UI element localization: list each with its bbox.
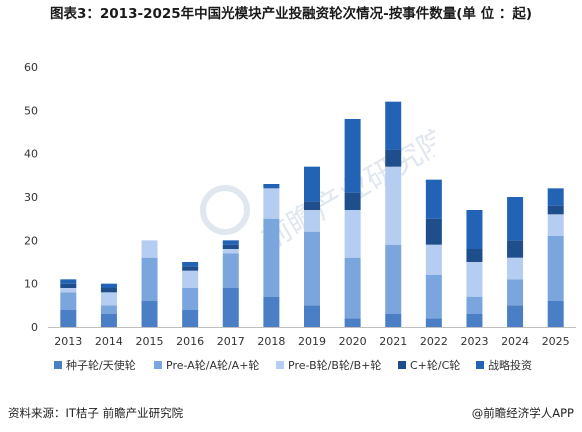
bar-segment-2021-s2 bbox=[385, 166, 402, 245]
bar-segment-2017-s3 bbox=[222, 244, 239, 249]
bar-segment-2021-s3 bbox=[385, 149, 402, 167]
bar-segment-2020-s0 bbox=[344, 318, 361, 327]
bar-segment-2013-s4 bbox=[60, 279, 77, 284]
brand-note: @前瞻经济学人APP bbox=[471, 406, 574, 420]
bar-segment-2014-s3 bbox=[100, 288, 117, 293]
bar-segment-2024-s2 bbox=[507, 257, 524, 280]
legend-label: Pre-B轮/B轮/B+轮 bbox=[288, 358, 381, 372]
bar-segment-2017-s1 bbox=[222, 253, 239, 288]
bar-segment-2021-s0 bbox=[385, 314, 402, 327]
y-tick-label: 40 bbox=[24, 148, 38, 161]
x-tick-label: 2013 bbox=[54, 335, 82, 348]
bar-segment-2021-s1 bbox=[385, 244, 402, 314]
legend-swatch bbox=[154, 361, 162, 369]
bar-segment-2017-s2 bbox=[222, 249, 239, 254]
bar-segment-2025-s4 bbox=[547, 188, 564, 206]
bar-segment-2022-s2 bbox=[425, 244, 442, 275]
legend-swatch bbox=[54, 361, 62, 369]
y-tick-label: 30 bbox=[24, 191, 38, 204]
bar-segment-2018-s1 bbox=[263, 218, 280, 297]
y-tick-label: 0 bbox=[31, 321, 38, 334]
bar-segment-2024-s3 bbox=[507, 240, 524, 258]
bar-segment-2016-s1 bbox=[182, 288, 199, 310]
bar-segment-2022-s1 bbox=[425, 275, 442, 319]
bar-segment-2014-s1 bbox=[100, 305, 117, 314]
bar-segment-2020-s1 bbox=[344, 257, 361, 319]
legend-label: 种子轮/天使轮 bbox=[66, 358, 136, 372]
x-tick-label: 2020 bbox=[339, 335, 367, 348]
bar-segment-2022-s4 bbox=[425, 179, 442, 219]
x-tick-label: 2018 bbox=[257, 335, 285, 348]
bar-segment-2023-s3 bbox=[466, 249, 483, 262]
bar-segment-2021-s4 bbox=[385, 101, 402, 150]
bar-segment-2017-s0 bbox=[222, 288, 239, 327]
bar-segment-2015-s1 bbox=[141, 257, 158, 301]
x-tick-label: 2017 bbox=[217, 335, 245, 348]
legend-swatch bbox=[476, 361, 484, 369]
bar-segment-2022-s0 bbox=[425, 318, 442, 327]
bar-segment-2018-s4 bbox=[263, 184, 280, 189]
bar-segment-2016-s4 bbox=[182, 262, 199, 267]
bar-segment-2018-s0 bbox=[263, 296, 280, 327]
bar-segment-2014-s0 bbox=[100, 314, 117, 327]
x-tick-label: 2021 bbox=[379, 335, 407, 348]
legend-label: 战略投资 bbox=[488, 358, 532, 372]
bar-segment-2015-s2 bbox=[141, 240, 158, 258]
bar-segment-2019-s3 bbox=[304, 201, 320, 210]
y-tick-label: 10 bbox=[24, 278, 38, 291]
bar-segment-2025-s3 bbox=[547, 205, 564, 215]
bar-segment-2016-s0 bbox=[182, 309, 199, 327]
bar-segment-2023-s0 bbox=[466, 314, 483, 327]
bar-segment-2019-s2 bbox=[304, 210, 320, 232]
y-tick-label: 20 bbox=[24, 234, 38, 247]
bar-segment-2013-s3 bbox=[60, 283, 77, 288]
x-tick-label: 2019 bbox=[298, 335, 326, 348]
bar-segment-2019-s1 bbox=[304, 231, 320, 306]
chart-title: 图表3：2013-2025年中国光模块产业投融资轮次情况-按事件数量(单 位 ：… bbox=[50, 6, 532, 22]
bar-segment-2014-s2 bbox=[100, 292, 117, 306]
x-tick-label: 2016 bbox=[176, 335, 204, 348]
bar-segment-2016-s3 bbox=[182, 266, 199, 271]
bar-segment-2024-s0 bbox=[507, 305, 524, 327]
bar-segment-2016-s2 bbox=[182, 270, 199, 288]
bar-segment-2023-s1 bbox=[466, 296, 483, 314]
bar-segment-2013-s0 bbox=[60, 309, 77, 327]
bar-segment-2013-s1 bbox=[60, 292, 77, 310]
x-tick-label: 2025 bbox=[542, 335, 570, 348]
x-tick-label: 2023 bbox=[460, 335, 488, 348]
bar-segment-2018-s2 bbox=[263, 188, 280, 219]
bar-segment-2013-s2 bbox=[60, 288, 77, 293]
bar-segment-2023-s2 bbox=[466, 262, 483, 297]
legend-label: C+轮/C轮 bbox=[410, 358, 460, 372]
bar-segment-2023-s4 bbox=[466, 210, 483, 249]
x-tick-label: 2014 bbox=[95, 335, 123, 348]
bar-segment-2024-s4 bbox=[507, 197, 524, 241]
y-tick-label: 50 bbox=[24, 104, 38, 117]
bar-segment-2022-s3 bbox=[425, 218, 442, 245]
x-tick-label: 2022 bbox=[420, 335, 448, 348]
bar-segment-2025-s1 bbox=[547, 236, 564, 301]
bar-segment-2019-s0 bbox=[304, 305, 320, 327]
bar-segment-2015-s0 bbox=[141, 301, 158, 327]
x-tick-label: 2015 bbox=[136, 335, 164, 348]
legend-swatch bbox=[398, 361, 406, 369]
bar-segment-2024-s1 bbox=[507, 279, 524, 306]
bar-segment-2017-s4 bbox=[222, 240, 239, 245]
stacked-bar-chart: 0 10 20 30 40 50 60 2013 2014 2015 2016 2017 2018 201… bbox=[24, 61, 576, 372]
bar-segment-2025-s2 bbox=[547, 214, 564, 236]
x-tick-label: 2024 bbox=[501, 335, 529, 348]
legend-swatch bbox=[276, 361, 284, 369]
legend-label: Pre-A轮/A轮/A+轮 bbox=[166, 358, 259, 372]
bar-segment-2025-s0 bbox=[547, 301, 564, 327]
y-tick-label: 60 bbox=[24, 61, 38, 74]
source-note: 资料来源：IT桔子 前瞻产业研究院 bbox=[8, 406, 184, 420]
bar-segment-2020-s4 bbox=[344, 119, 361, 193]
bar-segment-2019-s4 bbox=[304, 166, 320, 202]
bar-segment-2014-s4 bbox=[100, 283, 117, 288]
bar-segment-2020-s2 bbox=[344, 210, 361, 258]
bar-segment-2020-s3 bbox=[344, 192, 361, 210]
